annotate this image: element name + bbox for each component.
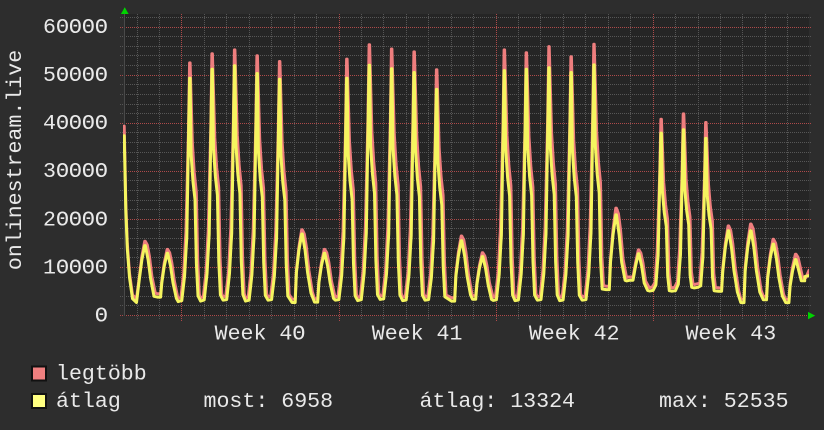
- svg-text:legtöbb: legtöbb: [56, 363, 147, 387]
- svg-text:Week 43: Week 43: [685, 322, 776, 346]
- svg-text:átlag: 13324: átlag: 13324: [420, 390, 576, 414]
- svg-text:Week 42: Week 42: [529, 322, 620, 346]
- svg-text:5ΘΘΘΘ: 5ΘΘΘΘ: [43, 64, 108, 88]
- svg-text:6ΘΘΘΘ: 6ΘΘΘΘ: [43, 16, 108, 40]
- svg-text:onlinestream.live: onlinestream.live: [4, 50, 28, 270]
- svg-text:átlag: átlag: [56, 390, 121, 414]
- svg-text:Week 41: Week 41: [372, 322, 463, 346]
- svg-text:2ΘΘΘΘ: 2ΘΘΘΘ: [43, 208, 108, 232]
- svg-text:Week 4Θ: Week 4Θ: [215, 322, 306, 346]
- svg-text:Θ: Θ: [95, 304, 108, 328]
- svg-text:most: 6958: most: 6958: [204, 390, 334, 414]
- svg-text:1ΘΘΘΘ: 1ΘΘΘΘ: [43, 256, 108, 280]
- svg-text:4ΘΘΘΘ: 4ΘΘΘΘ: [43, 112, 108, 136]
- svg-text:3ΘΘΘΘ: 3ΘΘΘΘ: [43, 160, 108, 184]
- svg-text:max: 52535: max: 52535: [659, 390, 789, 414]
